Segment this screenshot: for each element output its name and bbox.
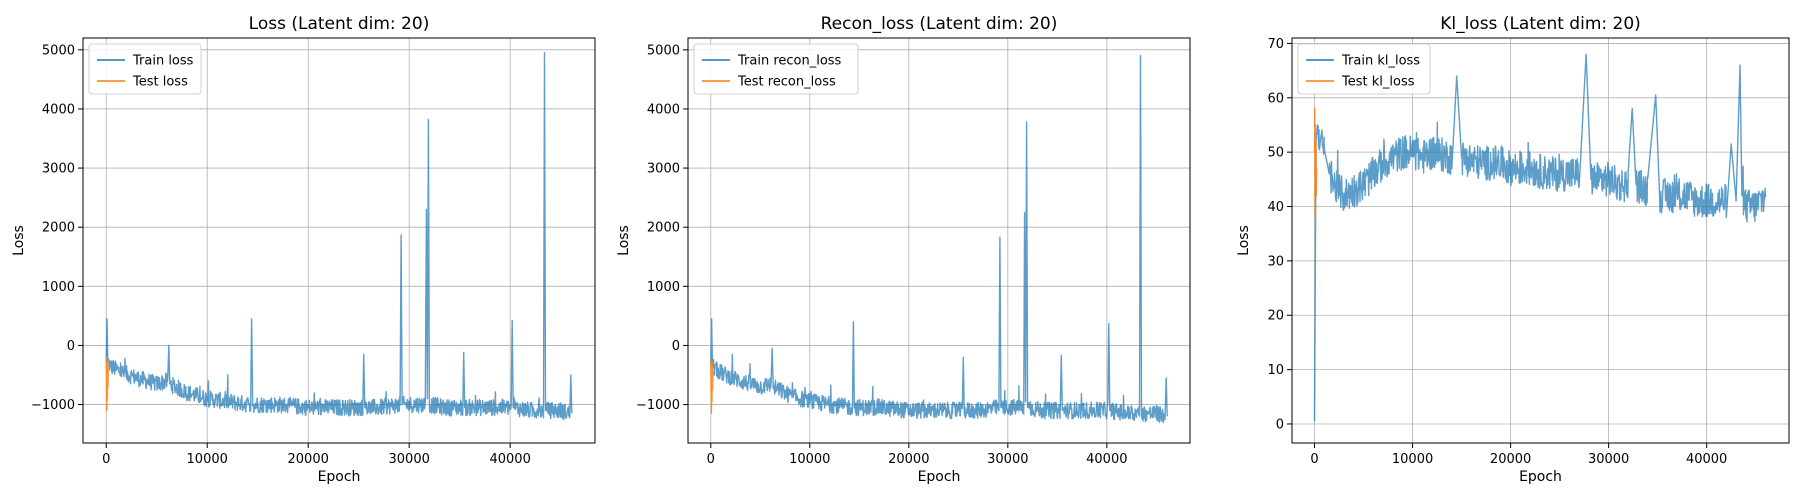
chart-title: Recon_loss (Latent dim: 20) bbox=[821, 14, 1058, 34]
axes-frame bbox=[1291, 37, 1790, 444]
x-tick-label: 40000 bbox=[1086, 452, 1127, 467]
y-tick-label: 2000 bbox=[42, 221, 75, 236]
x-tick-label: 10000 bbox=[1392, 452, 1433, 467]
y-axis-label: Loss bbox=[11, 225, 27, 256]
y-tick-label: 0 bbox=[1276, 417, 1284, 432]
y-tick-label: 3000 bbox=[42, 162, 75, 177]
y-tick-label: 30 bbox=[1267, 254, 1284, 269]
x-tick-label: 0 bbox=[102, 452, 110, 467]
y-tick-label: 40 bbox=[1267, 200, 1284, 215]
series-line-test bbox=[710, 360, 714, 415]
x-tick-label: 30000 bbox=[1588, 452, 1629, 467]
axes-frame bbox=[82, 37, 596, 444]
legend-label-train: Train loss bbox=[132, 54, 194, 69]
y-tick-label: 0 bbox=[672, 339, 680, 354]
y-tick-label: 1000 bbox=[647, 280, 680, 295]
series-group bbox=[105, 52, 573, 421]
series-line-train bbox=[1313, 53, 1767, 422]
x-axis-label: Epoch bbox=[918, 469, 961, 485]
y-tick-label: 70 bbox=[1267, 37, 1284, 52]
y-tick-label: 2000 bbox=[647, 221, 680, 236]
y-tick-label: 4000 bbox=[647, 102, 680, 117]
chart-panel-1: 0 10000 20000 30000 40000 −1000 0 1000 2000 3000 4… bbox=[11, 14, 596, 485]
x-tick-label: 0 bbox=[707, 452, 715, 467]
y-tick-label: 5000 bbox=[42, 43, 75, 58]
x-tick-label: 20000 bbox=[888, 452, 929, 467]
y-tick-label: 60 bbox=[1267, 91, 1284, 106]
y-tick-label: 20 bbox=[1267, 309, 1284, 324]
legend-label-train: Train recon_loss bbox=[737, 54, 842, 69]
series-group bbox=[1313, 53, 1767, 422]
legend-label-train: Train kl_loss bbox=[1341, 54, 1420, 69]
chart-title: Kl_loss (Latent dim: 20) bbox=[1440, 14, 1641, 34]
series-line-test bbox=[1313, 108, 1318, 216]
x-axis-label: Epoch bbox=[1519, 469, 1562, 485]
y-tick-label: 0 bbox=[67, 339, 75, 354]
series-line-test bbox=[105, 357, 109, 412]
series-line-train bbox=[105, 52, 573, 421]
y-tick-label: 5000 bbox=[647, 43, 680, 58]
y-tick-label: −1000 bbox=[636, 398, 680, 413]
x-tick-label: 20000 bbox=[288, 452, 329, 467]
x-tick-label: 30000 bbox=[987, 452, 1028, 467]
chart-panel-2: 0 10000 20000 30000 40000 −1000 0 1000 2000 3000 4… bbox=[616, 14, 1191, 485]
x-tick-label: 40000 bbox=[489, 452, 530, 467]
y-tick-label: 10 bbox=[1267, 363, 1284, 378]
y-tick-label: 50 bbox=[1267, 146, 1284, 161]
y-tick-label: 1000 bbox=[42, 280, 75, 295]
series-group bbox=[710, 55, 1168, 424]
legend-label-test: Test kl_loss bbox=[1341, 75, 1415, 90]
x-tick-label: 40000 bbox=[1686, 452, 1727, 467]
y-tick-label: 3000 bbox=[647, 162, 680, 177]
legend-label-test: Test loss bbox=[132, 75, 188, 90]
chart-panel-3: 0 10000 20000 30000 40000 0 10 20 30 40 50 60 70 Kl_l… bbox=[1236, 14, 1790, 485]
x-tick-label: 10000 bbox=[187, 452, 228, 467]
y-tick-label: −1000 bbox=[31, 398, 75, 413]
y-tick-label: 4000 bbox=[42, 102, 75, 117]
plot-area bbox=[1292, 38, 1789, 443]
x-tick-label: 10000 bbox=[789, 452, 830, 467]
chart-title: Loss (Latent dim: 20) bbox=[249, 14, 430, 34]
x-axis-label: Epoch bbox=[318, 469, 361, 485]
y-axis-label: Loss bbox=[616, 225, 632, 256]
series-line-train bbox=[710, 55, 1168, 424]
x-tick-label: 20000 bbox=[1490, 452, 1531, 467]
axes-frame bbox=[687, 37, 1191, 444]
legend-box bbox=[693, 43, 859, 95]
y-axis-label: Loss bbox=[1236, 225, 1252, 256]
x-tick-label: 0 bbox=[1310, 452, 1318, 467]
plot-area bbox=[688, 38, 1190, 443]
x-tick-label: 30000 bbox=[389, 452, 430, 467]
legend-label-test: Test recon_loss bbox=[737, 75, 836, 90]
